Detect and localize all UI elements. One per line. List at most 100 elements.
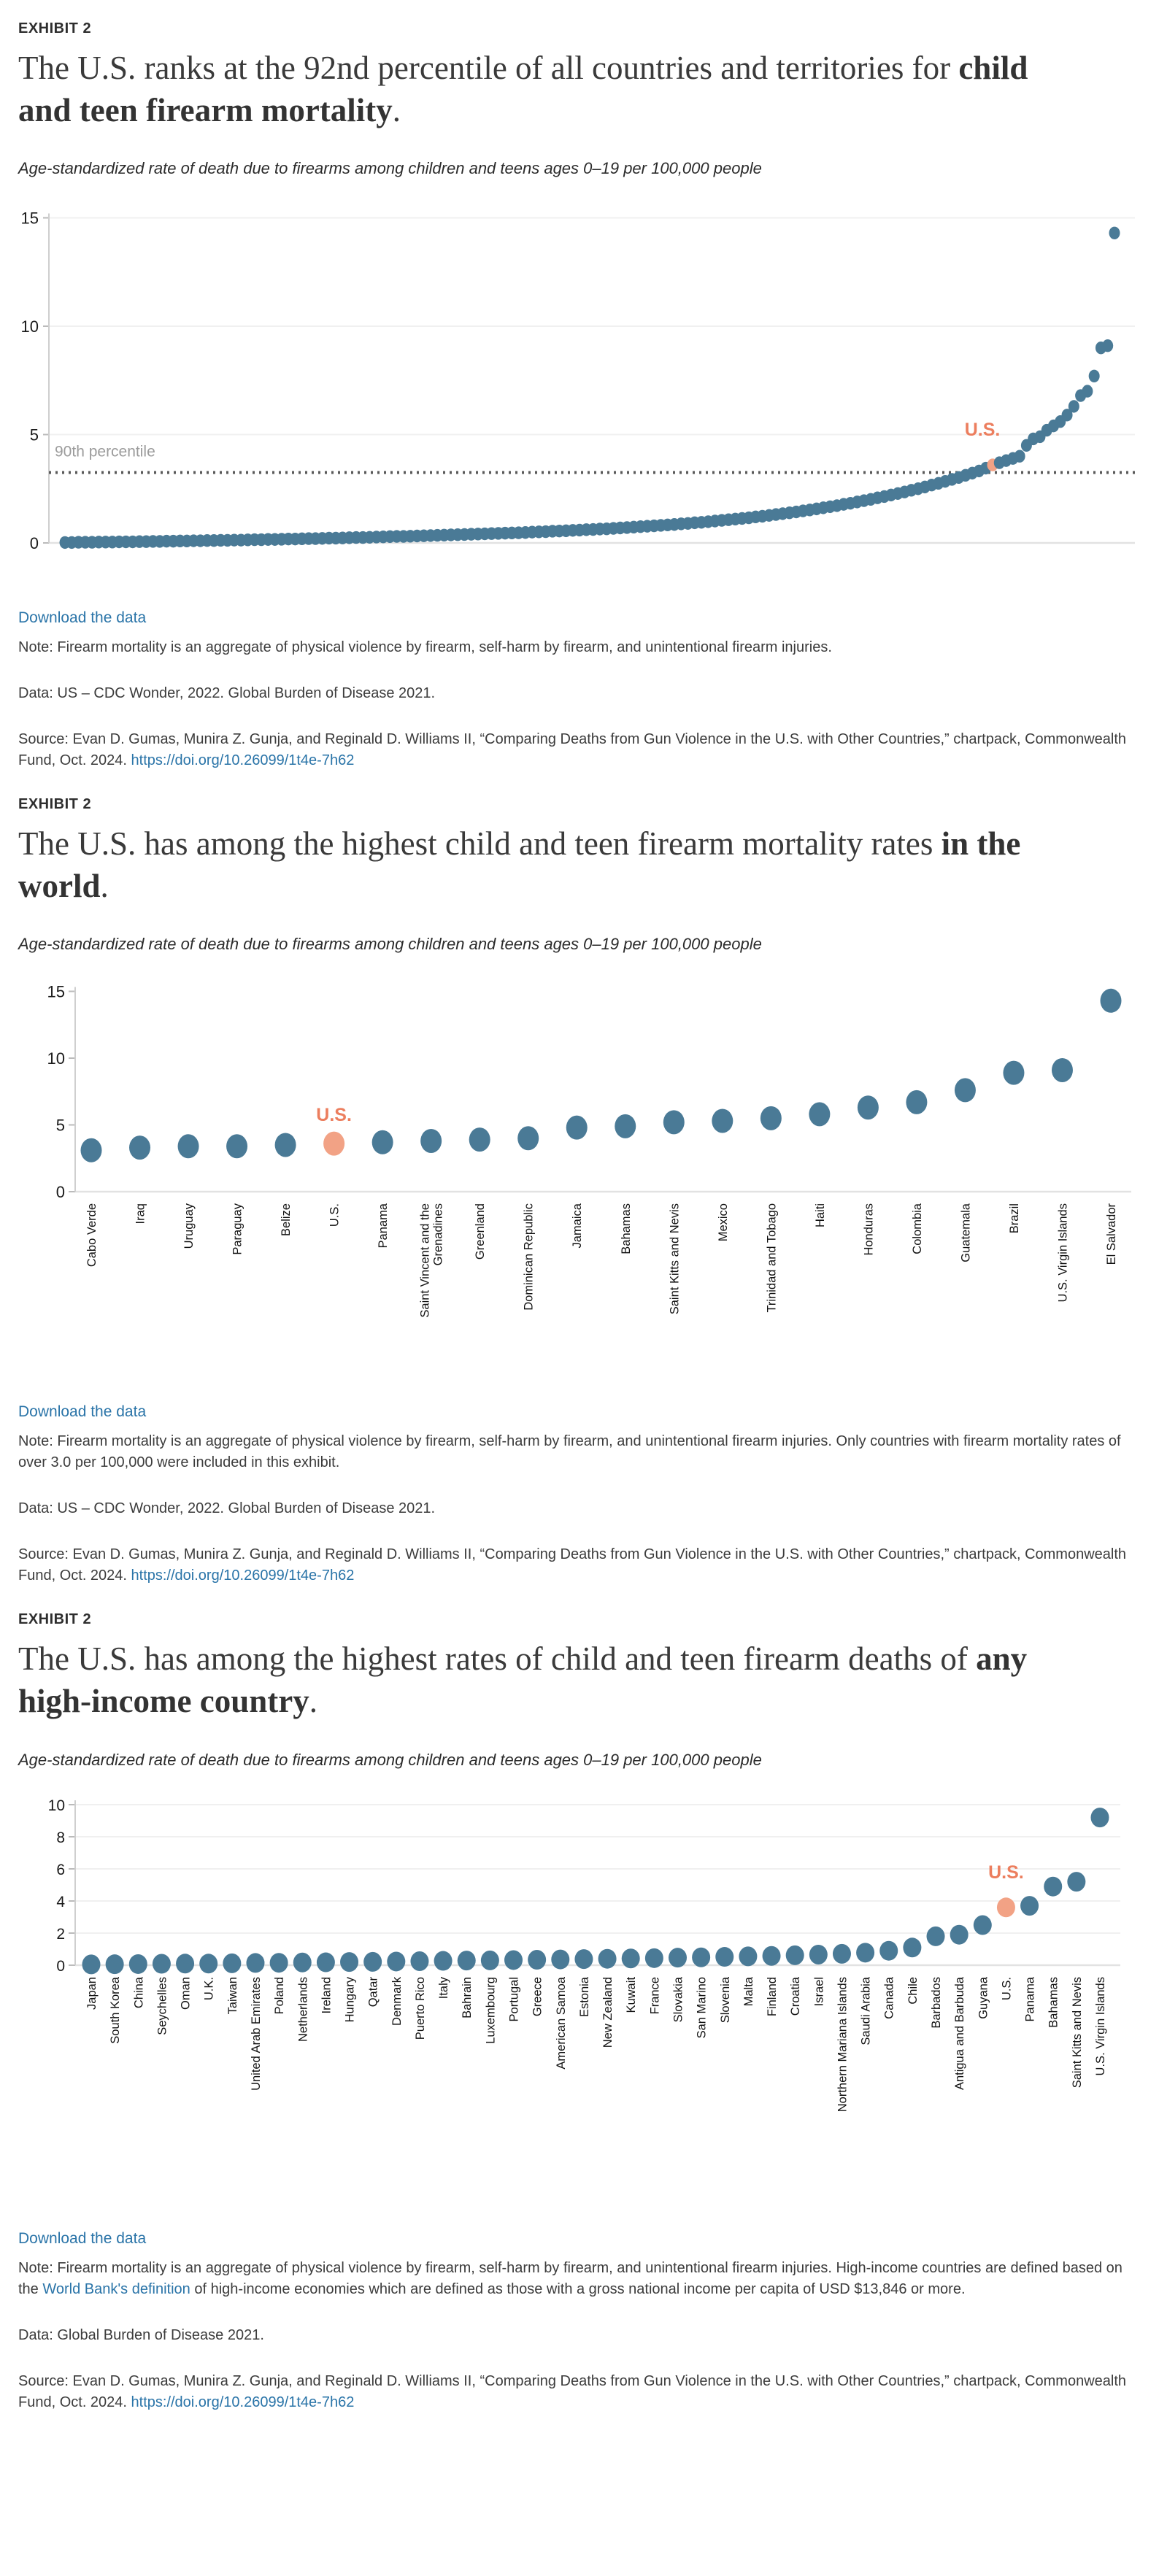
title-text: The U.S. has among the highest child and… [18, 825, 942, 863]
x-category-label: Italy [437, 1976, 450, 1999]
y-tick-label: 0 [30, 534, 39, 552]
percentile-scatter-chart: 0 5 10 15 90th percentile U.S. [18, 200, 1139, 583]
data-dot [1082, 385, 1093, 398]
x-category-label: Israel [812, 1977, 825, 2006]
data-dot [663, 1110, 685, 1135]
x-category-label: Chile [906, 1977, 920, 2005]
source-text: Source: Evan D. Gumas, Munira Z. Gunja, … [18, 1546, 1127, 1584]
download-data-link[interactable]: Download the data [18, 2229, 147, 2247]
x-category-label: Ireland [320, 1977, 333, 2013]
data-dot [621, 1948, 640, 1968]
chart-footnotes: Note: Firearm mortality is an aggregate … [18, 2258, 1139, 2413]
x-category-label: Panama [1024, 1976, 1037, 2021]
x-category-label: Bahamas [1047, 1977, 1060, 2028]
y-tick-label: 15 [21, 209, 39, 228]
data-dot [668, 1947, 687, 1967]
data-dot [712, 1108, 733, 1133]
data-dot [274, 1133, 296, 1157]
data-line: Data: Global Burden of Disease 2021. [18, 2326, 264, 2343]
world-bank-definition-link[interactable]: World Bank's definition [42, 2280, 190, 2297]
doi-link[interactable]: https://doi.org/10.26099/1t4e-7h62 [131, 2394, 355, 2410]
data-dot [480, 1950, 499, 1970]
doi-link[interactable]: https://doi.org/10.26099/1t4e-7h62 [131, 1567, 355, 1584]
data-dot [551, 1949, 570, 1970]
y-tick-label: 6 [56, 1862, 65, 1878]
chart-footnotes: Note: Firearm mortality is an aggregate … [18, 637, 1139, 771]
x-category-label: Iraq [134, 1203, 147, 1224]
x-category-label: Poland [273, 1977, 286, 2014]
x-category-label: Colombia [911, 1203, 924, 1255]
x-category-label: Malta [742, 1976, 755, 2006]
title-bold-text: child and teen firearm mortality [18, 50, 1028, 128]
x-category-label: U.S. [328, 1203, 342, 1227]
y-tick-label: 2 [56, 1926, 65, 1943]
exhibit-section-high-income: EXHIBIT 2 The U.S. has among the highest… [18, 1611, 1139, 2413]
data-dot [574, 1948, 593, 1969]
x-category-label: Honduras [862, 1203, 875, 1256]
y-tick-label: 10 [21, 317, 39, 336]
data-dot [1051, 1058, 1073, 1083]
data-dot [517, 1126, 539, 1151]
x-category-label: U.S. Virgin Islands [1094, 1977, 1107, 2075]
exhibit-section-percentile: EXHIBIT 2 The U.S. ranks at the 92nd per… [18, 20, 1139, 771]
x-category-label: Belize [280, 1203, 293, 1236]
x-category-label: Northern Mariana Islands [836, 1977, 849, 2112]
download-data-link[interactable]: Download the data [18, 609, 147, 627]
percentile-line-label: 90th percentile [55, 444, 155, 460]
data-dot [420, 1129, 442, 1154]
data-dot [857, 1095, 879, 1120]
data-dot [371, 1130, 393, 1155]
data-dot [176, 1953, 195, 1973]
x-category-label: Netherlands [296, 1977, 309, 2042]
x-category-label: Denmark [390, 1976, 404, 2026]
x-category-label: United Arab Emirates [250, 1977, 263, 2091]
data-dot [1061, 409, 1073, 422]
x-category-label: American Samoa [555, 1976, 568, 2069]
data-dot [1088, 369, 1100, 383]
source-line: Source: Evan D. Gumas, Munira Z. Gunja, … [18, 729, 1139, 771]
x-category-label: New Zealand [601, 1977, 615, 2048]
title-text: The U.S. has among the highest rates of … [18, 1640, 977, 1678]
data-dot [246, 1952, 265, 1973]
x-category-label: Oman [180, 1977, 193, 2010]
y-tick-label: 5 [56, 1117, 65, 1135]
data-line: Data: US – CDC Wonder, 2022. Global Burd… [18, 685, 436, 702]
data-dot [809, 1102, 831, 1127]
x-category-label: Canada [883, 1976, 896, 2019]
x-category-label: Seychelles [155, 1977, 169, 2035]
x-category-label: China [132, 1976, 145, 2008]
data-dot [363, 1951, 382, 1972]
data-dot [739, 1946, 758, 1966]
chart-title: The U.S. ranks at the 92nd percentile of… [18, 47, 1084, 131]
chart-canvas: 0 5 10 15 90th percentile U.S. [21, 209, 1135, 552]
y-tick-label: 15 [47, 983, 65, 1001]
data-dot [762, 1946, 781, 1966]
x-category-label: Greece [531, 1977, 544, 2016]
data-dot [226, 1134, 248, 1159]
data-dot [566, 1116, 588, 1141]
data-dot [387, 1951, 406, 1972]
chart-footnotes: Note: Firearm mortality is an aggregate … [18, 1431, 1139, 1586]
data-dot [1102, 339, 1114, 352]
x-category-label: Hungary [344, 1976, 357, 2022]
download-data-link[interactable]: Download the data [18, 1403, 147, 1421]
x-category-label: Barbados [930, 1977, 943, 2029]
note-line: Note: Firearm mortality is an aggregate … [18, 1433, 1121, 1471]
y-tick-label: 0 [56, 1183, 65, 1201]
title-bold-text: in the world [18, 825, 1021, 904]
exhibit-label: EXHIBIT 2 [18, 20, 92, 36]
y-tick-label: 10 [48, 1797, 65, 1814]
chart-canvas: 0 2 4 6 8 10 U.S. Japan South Korea China Seychell… [48, 1797, 1120, 2112]
x-category-label: El Salvador [1105, 1203, 1118, 1265]
note-text-after: of high-income economies which are defin… [190, 2280, 966, 2297]
x-category-label: Croatia [789, 1976, 802, 2016]
us-callout-label: U.S. [316, 1105, 352, 1125]
source-line: Source: Evan D. Gumas, Munira Z. Gunja, … [18, 2371, 1139, 2413]
data-dot [1014, 450, 1025, 463]
doi-link[interactable]: https://doi.org/10.26099/1t4e-7h62 [131, 752, 355, 769]
x-category-label: Brazil [1008, 1203, 1021, 1233]
x-category-label: Mexico [717, 1203, 730, 1241]
chartpack-page: EXHIBIT 2 The U.S. ranks at the 92nd per… [18, 20, 1139, 2413]
data-line: Data: US – CDC Wonder, 2022. Global Burd… [18, 1500, 436, 1517]
y-tick-label: 8 [56, 1829, 65, 1846]
